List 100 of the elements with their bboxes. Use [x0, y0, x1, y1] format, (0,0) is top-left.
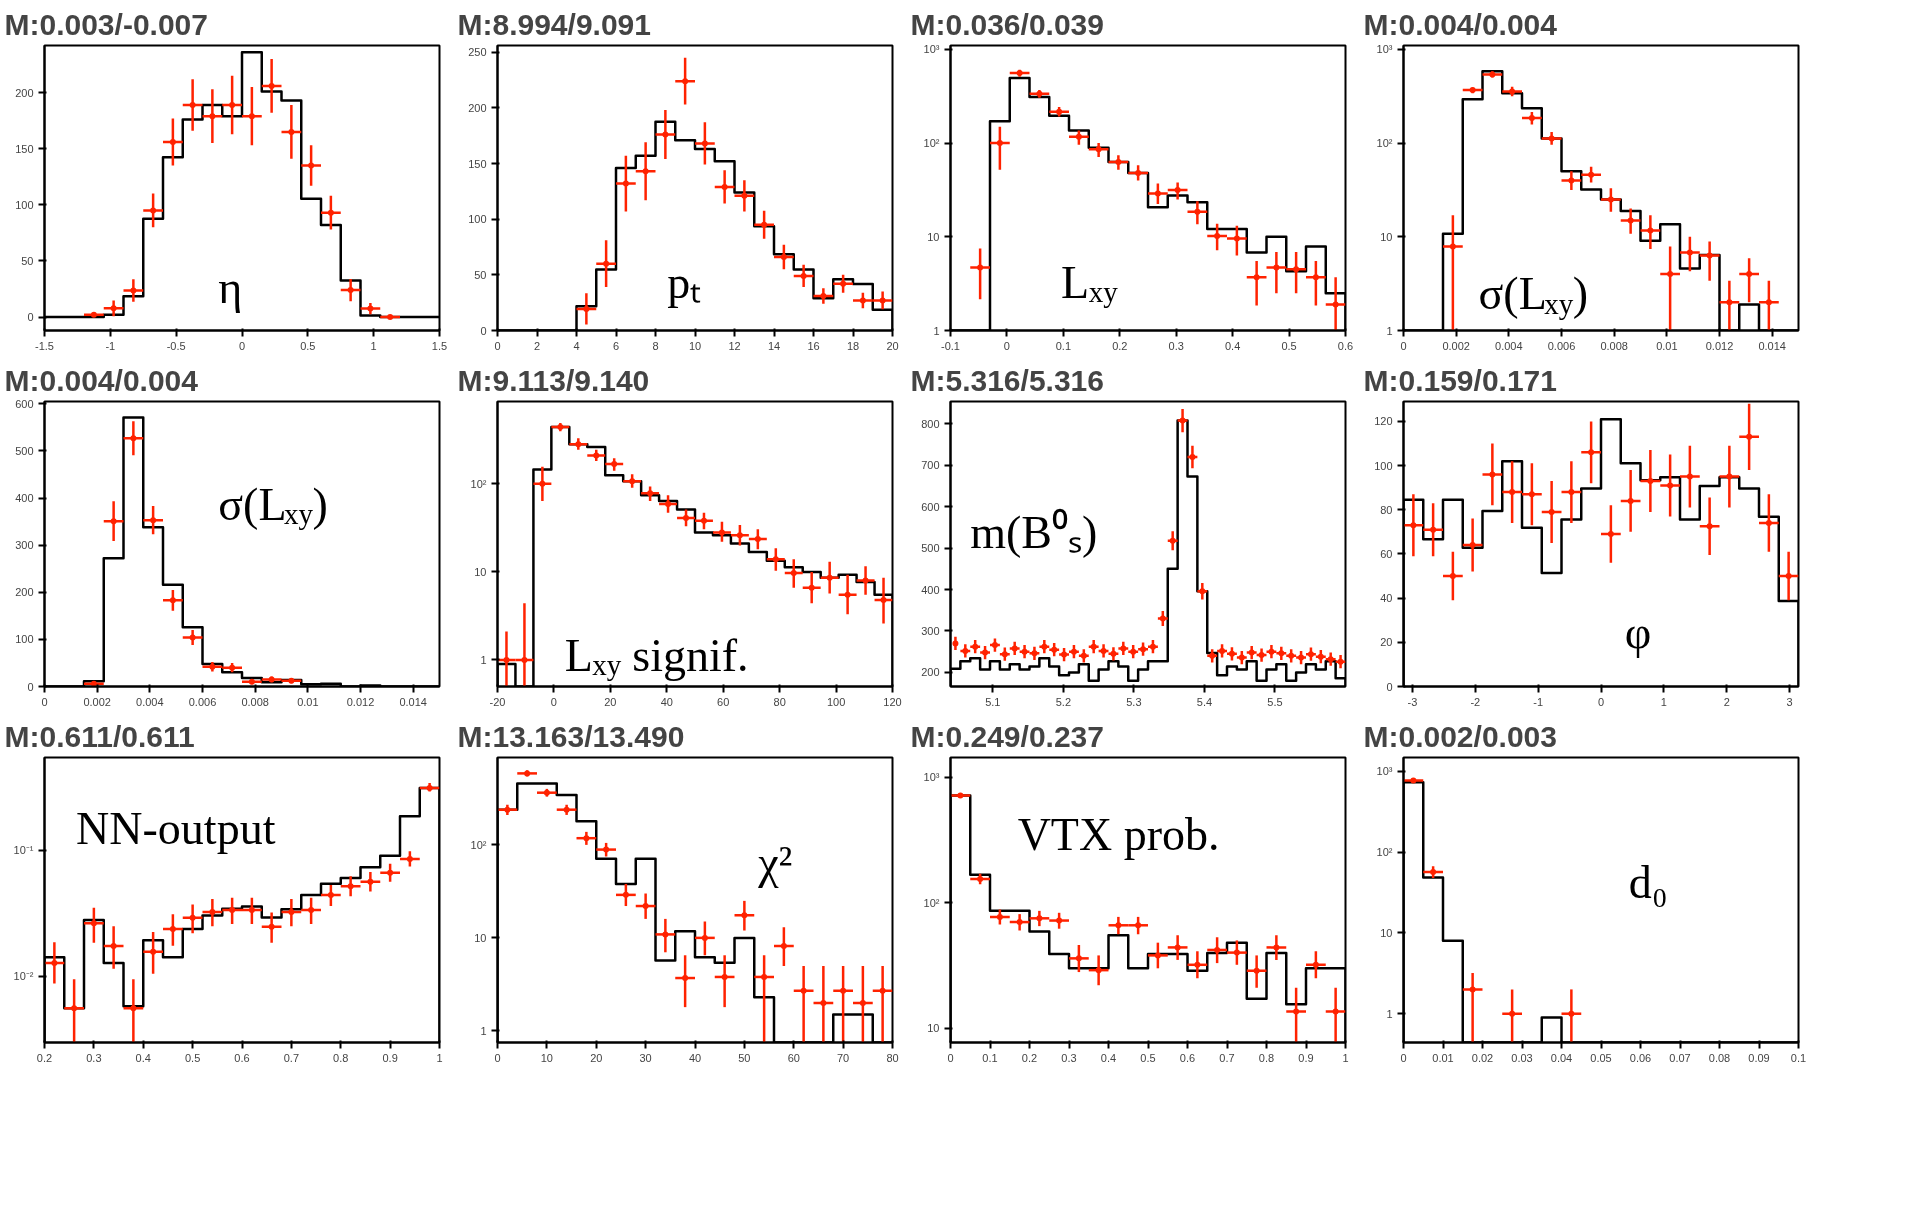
x-tick-label: 12 [728, 339, 741, 352]
annotation: m(B⁰ₛ) [970, 507, 1098, 559]
x-tick-label: 18 [846, 339, 860, 352]
annotation: σ(Lxy) [218, 478, 328, 531]
x-tick-label: 0.6 [234, 1051, 250, 1064]
x-tick-label: 5.4 [1196, 695, 1213, 708]
annotation: pₜ [667, 256, 702, 308]
y-tick-label: 10² [1376, 137, 1393, 150]
x-tick-label: 0.01 [1432, 1051, 1454, 1064]
x-tick-label: 0 [1400, 1051, 1407, 1064]
chart-title: M:9.113/9.140 [457, 363, 650, 397]
x-tick-label: 0 [41, 695, 48, 708]
annotation: φ [1624, 606, 1652, 658]
x-tick-label: 40 [688, 1051, 702, 1064]
x-tick-label: 20 [886, 339, 899, 352]
y-tick-label: 100 [15, 633, 34, 646]
x-tick-label: 20 [590, 1051, 603, 1064]
x-tick-label: -0.1 [941, 339, 960, 352]
x-tick-label: 0.5 [1281, 339, 1297, 352]
x-tick-label: -1 [105, 339, 116, 352]
x-tick-label: -1 [1533, 695, 1544, 708]
y-tick-label: 50 [21, 254, 34, 267]
x-tick-label: 0.2 [36, 1051, 53, 1064]
x-tick-label: 0.5 [300, 339, 316, 352]
x-tick-label: 0.2 [1021, 1051, 1038, 1064]
x-tick-label: 0.014 [1758, 339, 1786, 352]
y-tick-label: 0 [27, 311, 34, 324]
y-tick-label: 150 [15, 142, 34, 155]
chart-title: M:0.004/0.004 [4, 363, 199, 397]
y-tick-label: 1 [933, 324, 940, 337]
y-tick-label: 400 [15, 492, 34, 505]
x-tick-label: 0 [1400, 339, 1407, 352]
x-tick-label: 1 [370, 339, 377, 352]
x-tick-label: -20 [489, 695, 506, 708]
x-tick-label: 0.4 [1100, 1051, 1117, 1064]
y-tick-label: 10 [927, 230, 940, 243]
x-tick-label: 0.1 [982, 1051, 998, 1064]
x-tick-label: 0.004 [1495, 339, 1523, 352]
chart-title: M:8.994/9.091 [457, 7, 651, 41]
x-tick-label: 1 [436, 1051, 443, 1064]
y-tick-label: 50 [474, 268, 487, 281]
x-tick-label: 0.02 [1471, 1051, 1494, 1064]
x-tick-label: 0.4 [1225, 339, 1241, 352]
y-tick-label: 10 [1380, 230, 1393, 243]
x-tick-label: 30 [639, 1051, 652, 1064]
x-tick-label: 16 [807, 339, 820, 352]
y-tick-label: 10² [923, 896, 940, 909]
x-tick-label: 0 [1597, 695, 1605, 708]
y-tick-label: 0 [1386, 680, 1393, 693]
x-tick-label: 60 [787, 1051, 800, 1064]
x-tick-label: 0.08 [1708, 1051, 1731, 1064]
x-tick-label: 100 [826, 695, 846, 708]
x-tick-label: 70 [837, 1051, 850, 1064]
x-tick-label: 1 [1342, 1051, 1349, 1064]
x-tick-label: 0 [947, 1051, 954, 1064]
x-tick-label: 60 [717, 695, 730, 708]
x-tick-label: 0.8 [333, 1051, 349, 1064]
y-tick-label: 0 [27, 680, 34, 693]
y-tick-label: 10 [474, 931, 487, 944]
x-tick-label: 3 [1786, 695, 1793, 708]
y-tick-label: 400 [921, 583, 940, 596]
x-tick-label: 0 [494, 1051, 501, 1064]
y-tick-label: 300 [921, 624, 940, 637]
y-tick-label: 800 [921, 417, 940, 430]
x-tick-label: 0.3 [86, 1051, 102, 1064]
x-tick-label: 0.014 [399, 695, 427, 708]
annotation: η [218, 262, 243, 314]
chart-title: M:0.036/0.039 [910, 7, 1104, 41]
x-tick-label: 6 [612, 339, 620, 352]
x-tick-label: -3 [1407, 695, 1418, 708]
x-tick-label: 0.6 [1179, 1051, 1196, 1064]
y-tick-label: 200 [468, 101, 487, 114]
annotation: d₀ [1628, 857, 1668, 909]
chart-title: M:0.002/0.003 [1363, 719, 1557, 753]
y-tick-label: 100 [468, 213, 487, 226]
y-tick-label: 40 [1380, 592, 1393, 605]
y-tick-label: 10³ [1376, 765, 1393, 778]
x-tick-label: 0.6 [1337, 339, 1354, 352]
y-tick-label: 700 [921, 459, 940, 472]
y-tick-label: 200 [921, 666, 940, 679]
x-tick-label: 0.5 [1140, 1051, 1156, 1064]
x-tick-label: -2 [1470, 695, 1481, 708]
annotation: Lxy [1061, 256, 1119, 309]
x-tick-label: 0.008 [1600, 339, 1628, 352]
x-tick-label: 0.03 [1511, 1051, 1533, 1064]
x-tick-label: 5.2 [1055, 695, 1072, 708]
x-tick-label: 0.4 [135, 1051, 151, 1064]
x-tick-label: 0.1 [1790, 1051, 1807, 1064]
x-tick-label: 0.3 [1061, 1051, 1077, 1064]
x-tick-label: 0.05 [1590, 1051, 1612, 1064]
y-tick-label: 200 [15, 86, 34, 99]
y-tick-label: 600 [15, 397, 34, 410]
x-tick-label: 0 [494, 339, 501, 352]
x-tick-label: 80 [773, 695, 786, 708]
x-tick-label: 0 [550, 695, 557, 708]
x-tick-label: 0.01 [297, 695, 319, 708]
y-tick-label: 600 [921, 500, 940, 513]
y-tick-label: 80 [1380, 503, 1393, 516]
y-tick-label: 250 [468, 46, 487, 59]
x-tick-label: 5.1 [985, 695, 1001, 708]
